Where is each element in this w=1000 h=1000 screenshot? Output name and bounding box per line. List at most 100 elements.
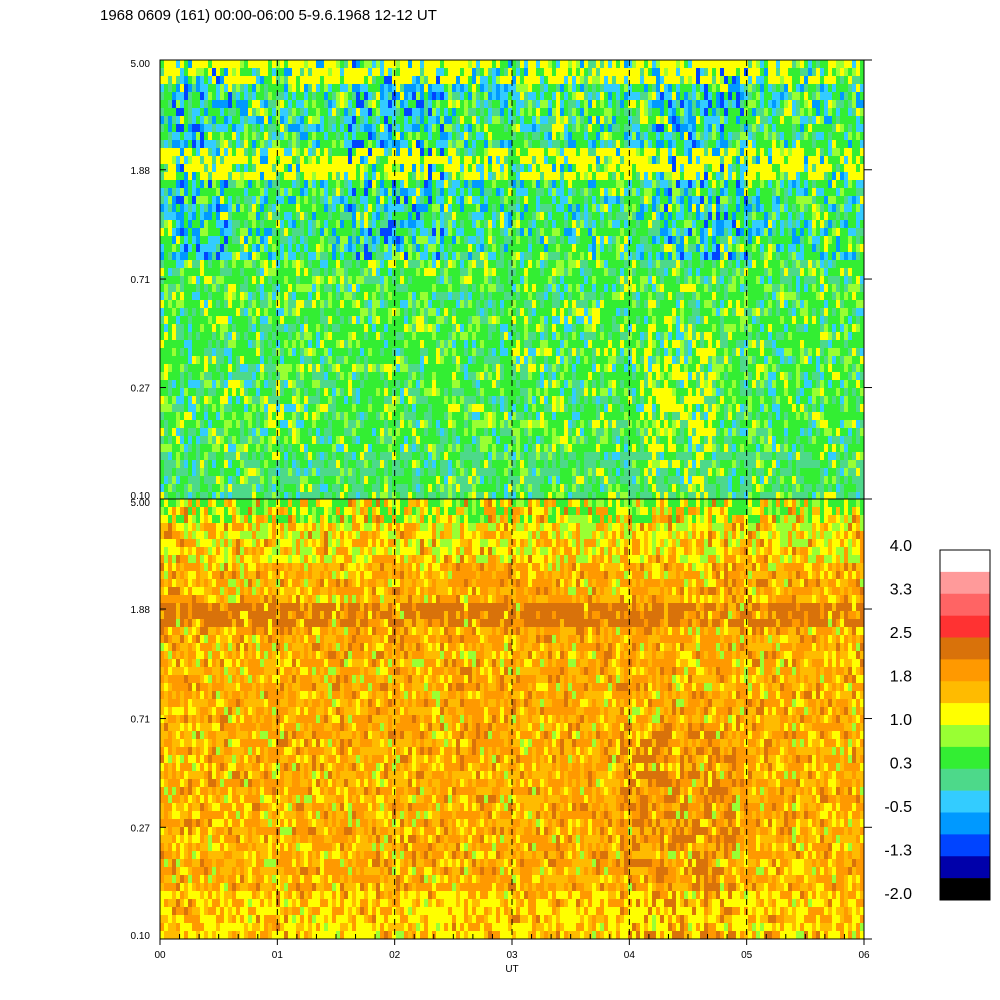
- heatmap-cell: [264, 220, 269, 229]
- heatmap-cell: [160, 108, 165, 117]
- heatmap-cell: [380, 252, 385, 261]
- heatmap-cell: [276, 404, 281, 413]
- heatmap-cell: [312, 92, 317, 101]
- heatmap-cell: [304, 260, 309, 269]
- heatmap-cell: [208, 172, 213, 181]
- heatmap-cell: [372, 68, 377, 77]
- heatmap-cell: [364, 156, 369, 165]
- heatmap-cell: [280, 260, 285, 269]
- heatmap-cell: [340, 284, 345, 293]
- heatmap-cell: [172, 220, 177, 229]
- heatmap-cell: [448, 124, 453, 133]
- heatmap-cell: [280, 308, 285, 317]
- heatmap-cell: [328, 316, 333, 325]
- heatmap-cell: [160, 316, 165, 325]
- heatmap-cell: [496, 244, 501, 253]
- heatmap-cell: [496, 308, 501, 317]
- heatmap-cell: [420, 204, 425, 213]
- heatmap-cell: [356, 300, 361, 309]
- heatmap-cell: [440, 100, 445, 109]
- heatmap-cell: [476, 188, 481, 197]
- heatmap-cell: [396, 292, 401, 301]
- heatmap-cell: [416, 348, 421, 357]
- heatmap-cell: [380, 284, 385, 293]
- heatmap-cell: [184, 108, 189, 117]
- heatmap-cell: [304, 188, 309, 197]
- heatmap-cell: [412, 316, 417, 325]
- heatmap-cell: [428, 380, 433, 389]
- heatmap-cell: [456, 92, 461, 101]
- heatmap-cell: [348, 260, 353, 269]
- heatmap-cell: [508, 92, 513, 101]
- heatmap-cell: [384, 108, 389, 117]
- heatmap-cell: [492, 188, 497, 197]
- heatmap-cell: [248, 492, 253, 499]
- heatmap-cell: [284, 484, 289, 493]
- heatmap-cell: [424, 468, 429, 477]
- heatmap-cell: [452, 292, 457, 301]
- heatmap-cell: [340, 340, 345, 349]
- heatmap-cell: [444, 460, 449, 469]
- heatmap-cell: [312, 252, 317, 261]
- heatmap-cell: [448, 476, 453, 485]
- heatmap-cell: [468, 276, 473, 285]
- heatmap-cell: [412, 76, 417, 85]
- heatmap-cell: [280, 140, 285, 149]
- heatmap-cell: [268, 404, 273, 413]
- heatmap-cell: [164, 412, 169, 421]
- heatmap-cell: [372, 260, 377, 269]
- heatmap-cell: [464, 260, 469, 269]
- heatmap-cell: [468, 212, 473, 221]
- heatmap-cell: [380, 388, 385, 397]
- heatmap-cell: [512, 156, 517, 165]
- heatmap-cell: [488, 92, 493, 101]
- heatmap-cell: [416, 484, 421, 493]
- heatmap-cell: [252, 348, 257, 357]
- heatmap-cell: [520, 412, 525, 421]
- heatmap-cell: [408, 76, 413, 85]
- heatmap-cell: [224, 124, 229, 133]
- heatmap-cell: [248, 164, 253, 173]
- heatmap-cell: [352, 188, 357, 197]
- heatmap-cell: [376, 236, 381, 245]
- heatmap-cell: [412, 236, 417, 245]
- heatmap-cell: [476, 444, 481, 453]
- heatmap-cell: [452, 484, 457, 493]
- heatmap-cell: [496, 140, 501, 149]
- heatmap-cell: [312, 244, 317, 253]
- heatmap-cell: [412, 252, 417, 261]
- heatmap-cell: [480, 236, 485, 245]
- heatmap-cell: [336, 164, 341, 173]
- heatmap-cell: [436, 412, 441, 421]
- heatmap-cell: [328, 164, 333, 173]
- heatmap-cell: [324, 268, 329, 277]
- heatmap-cell: [472, 172, 477, 181]
- heatmap-cell: [480, 260, 485, 269]
- heatmap-cell: [208, 484, 213, 493]
- heatmap-cell: [412, 268, 417, 277]
- heatmap-cell: [280, 220, 285, 229]
- heatmap-cell: [420, 228, 425, 237]
- heatmap-cell: [428, 444, 433, 453]
- heatmap-cell: [216, 260, 221, 269]
- heatmap-cell: [356, 220, 361, 229]
- heatmap-cell: [456, 196, 461, 205]
- heatmap-cell: [444, 468, 449, 477]
- heatmap-cell: [428, 204, 433, 213]
- heatmap-cell: [504, 116, 509, 125]
- heatmap-cell: [296, 124, 301, 133]
- heatmap-cell: [428, 76, 433, 85]
- heatmap-cell: [448, 460, 453, 469]
- heatmap-cell: [304, 140, 309, 149]
- heatmap-cell: [368, 204, 373, 213]
- heatmap-cell: [204, 228, 209, 237]
- heatmap-cell: [348, 372, 353, 381]
- heatmap-cell: [180, 396, 185, 405]
- heatmap-cell: [220, 316, 225, 325]
- heatmap-cell: [500, 140, 505, 149]
- heatmap-cell: [212, 156, 217, 165]
- heatmap-cell: [232, 116, 237, 125]
- heatmap-cell: [248, 428, 253, 437]
- heatmap-cell: [240, 188, 245, 197]
- heatmap-cell: [180, 260, 185, 269]
